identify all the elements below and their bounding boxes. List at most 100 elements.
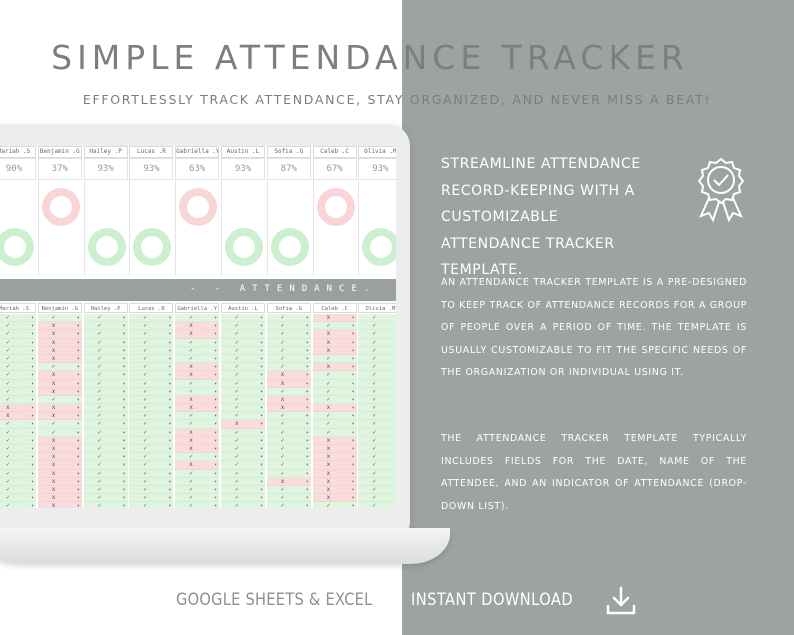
attendance-dropdown-cell[interactable]: ✓: [358, 379, 396, 388]
attendance-dropdown-cell[interactable]: ✓: [175, 314, 220, 323]
attendance-dropdown-cell[interactable]: ✓: [83, 412, 128, 421]
attendance-dropdown-cell[interactable]: ✓: [221, 502, 265, 508]
attendance-dropdown-cell[interactable]: ✓: [312, 379, 357, 388]
attendance-dropdown-cell[interactable]: x: [37, 404, 82, 413]
attendance-dropdown-cell[interactable]: ✓: [129, 477, 174, 486]
attendance-dropdown-cell[interactable]: x: [37, 494, 82, 503]
attendance-dropdown-cell[interactable]: ✓: [266, 445, 311, 454]
attendance-dropdown-cell[interactable]: ✓: [358, 502, 396, 508]
attendance-dropdown-cell[interactable]: x: [37, 453, 82, 462]
attendance-dropdown-cell[interactable]: ✓: [129, 445, 174, 454]
attendance-dropdown-cell[interactable]: ✓: [0, 314, 36, 323]
attendance-dropdown-cell[interactable]: ✓: [221, 461, 265, 470]
attendance-dropdown-cell[interactable]: ✓: [266, 469, 311, 478]
attendance-dropdown-cell[interactable]: ✓: [83, 330, 128, 339]
attendance-dropdown-cell[interactable]: ✓: [83, 379, 128, 388]
attendance-dropdown-cell[interactable]: ✓: [83, 477, 128, 486]
attendance-dropdown-cell[interactable]: x: [37, 371, 82, 380]
attendance-dropdown-cell[interactable]: ✓: [266, 502, 311, 508]
attendance-dropdown-cell[interactable]: ✓: [129, 330, 174, 339]
attendance-dropdown-cell[interactable]: ✓: [129, 485, 174, 495]
attendance-dropdown-cell[interactable]: ✓: [37, 428, 82, 437]
attendance-dropdown-cell[interactable]: ✓: [0, 379, 36, 388]
attendance-dropdown-cell[interactable]: ✓: [0, 338, 36, 347]
attendance-dropdown-cell[interactable]: x: [37, 379, 82, 388]
attendance-dropdown-cell[interactable]: ✓: [175, 387, 220, 396]
attendance-dropdown-cell[interactable]: ✓: [83, 453, 128, 462]
attendance-dropdown-cell[interactable]: ✓: [175, 485, 220, 495]
attendance-dropdown-cell[interactable]: ✓: [358, 338, 396, 347]
attendance-dropdown-cell[interactable]: ✓: [83, 502, 128, 508]
attendance-dropdown-cell[interactable]: ✓: [221, 354, 265, 364]
attendance-dropdown-cell[interactable]: ✓: [83, 485, 128, 495]
attendance-dropdown-cell[interactable]: ✓: [358, 395, 396, 405]
attendance-dropdown-cell[interactable]: ✓: [358, 453, 396, 462]
attendance-dropdown-cell[interactable]: ✓: [0, 371, 36, 380]
attendance-dropdown-cell[interactable]: ✓: [37, 420, 82, 429]
attendance-dropdown-cell[interactable]: x: [37, 477, 82, 486]
attendance-dropdown-cell[interactable]: ✓: [129, 494, 174, 503]
attendance-dropdown-cell[interactable]: ✓: [0, 494, 36, 503]
attendance-dropdown-cell[interactable]: ✓: [221, 322, 265, 331]
attendance-dropdown-cell[interactable]: ✓: [0, 485, 36, 495]
attendance-dropdown-cell[interactable]: ✓: [37, 395, 82, 405]
attendance-dropdown-cell[interactable]: ✓: [358, 363, 396, 372]
attendance-dropdown-cell[interactable]: ✓: [175, 453, 220, 462]
instant-download-label[interactable]: INSTANT DOWNLOAD: [411, 590, 574, 610]
attendance-dropdown-cell[interactable]: ✓: [221, 371, 265, 380]
attendance-dropdown-cell[interactable]: ✓: [83, 404, 128, 413]
attendance-dropdown-cell[interactable]: x: [312, 469, 357, 478]
attendance-dropdown-cell[interactable]: ✓: [312, 412, 357, 421]
attendance-dropdown-cell[interactable]: ✓: [0, 461, 36, 470]
attendance-dropdown-cell[interactable]: ✓: [266, 354, 311, 364]
attendance-dropdown-cell[interactable]: ✓: [0, 445, 36, 454]
attendance-dropdown-cell[interactable]: ✓: [0, 354, 36, 364]
attendance-dropdown-cell[interactable]: ✓: [83, 363, 128, 372]
attendance-dropdown-cell[interactable]: ✓: [0, 477, 36, 486]
attendance-dropdown-cell[interactable]: ✓: [221, 404, 265, 413]
attendance-dropdown-cell[interactable]: ✓: [221, 346, 265, 355]
attendance-dropdown-cell[interactable]: ✓: [358, 330, 396, 339]
attendance-dropdown-cell[interactable]: x: [312, 453, 357, 462]
attendance-dropdown-cell[interactable]: x: [312, 338, 357, 347]
attendance-dropdown-cell[interactable]: ✓: [129, 420, 174, 429]
attendance-dropdown-cell[interactable]: ✓: [266, 461, 311, 470]
attendance-dropdown-cell[interactable]: ✓: [83, 387, 128, 396]
attendance-dropdown-cell[interactable]: x: [312, 314, 357, 323]
attendance-dropdown-cell[interactable]: ✓: [129, 387, 174, 396]
attendance-dropdown-cell[interactable]: x: [37, 485, 82, 495]
attendance-dropdown-cell[interactable]: ✓: [129, 346, 174, 355]
attendance-dropdown-cell[interactable]: ✓: [175, 354, 220, 364]
attendance-dropdown-cell[interactable]: ✓: [129, 363, 174, 372]
attendance-dropdown-cell[interactable]: x: [312, 363, 357, 372]
attendance-dropdown-cell[interactable]: ✓: [221, 330, 265, 339]
attendance-dropdown-cell[interactable]: x: [37, 461, 82, 470]
attendance-dropdown-cell[interactable]: ✓: [83, 461, 128, 470]
attendance-dropdown-cell[interactable]: ✓: [221, 379, 265, 388]
attendance-dropdown-cell[interactable]: ✓: [129, 338, 174, 347]
attendance-dropdown-cell[interactable]: ✓: [0, 420, 36, 429]
attendance-dropdown-cell[interactable]: x: [37, 436, 82, 445]
attendance-dropdown-cell[interactable]: x: [312, 445, 357, 454]
attendance-dropdown-cell[interactable]: x: [175, 395, 220, 405]
attendance-dropdown-cell[interactable]: ✓: [221, 338, 265, 347]
attendance-dropdown-cell[interactable]: x: [266, 371, 311, 380]
attendance-dropdown-cell[interactable]: x: [37, 445, 82, 454]
attendance-dropdown-cell[interactable]: ✓: [83, 322, 128, 331]
attendance-dropdown-cell[interactable]: ✓: [266, 338, 311, 347]
attendance-dropdown-cell[interactable]: ✓: [358, 436, 396, 445]
attendance-dropdown-cell[interactable]: ✓: [358, 371, 396, 380]
attendance-dropdown-cell[interactable]: x: [0, 412, 36, 421]
attendance-dropdown-cell[interactable]: ✓: [0, 330, 36, 339]
attendance-dropdown-cell[interactable]: ✓: [83, 338, 128, 347]
attendance-dropdown-cell[interactable]: ✓: [129, 428, 174, 437]
attendance-dropdown-cell[interactable]: ✓: [358, 485, 396, 495]
attendance-dropdown-cell[interactable]: ✓: [83, 314, 128, 323]
attendance-dropdown-cell[interactable]: ✓: [0, 346, 36, 355]
attendance-dropdown-cell[interactable]: ✓: [358, 445, 396, 454]
attendance-dropdown-cell[interactable]: ✓: [221, 387, 265, 396]
attendance-dropdown-cell[interactable]: ✓: [129, 412, 174, 421]
attendance-dropdown-cell[interactable]: ✓: [312, 502, 357, 508]
attendance-dropdown-cell[interactable]: ✓: [221, 445, 265, 454]
attendance-dropdown-cell[interactable]: ✓: [312, 354, 357, 364]
